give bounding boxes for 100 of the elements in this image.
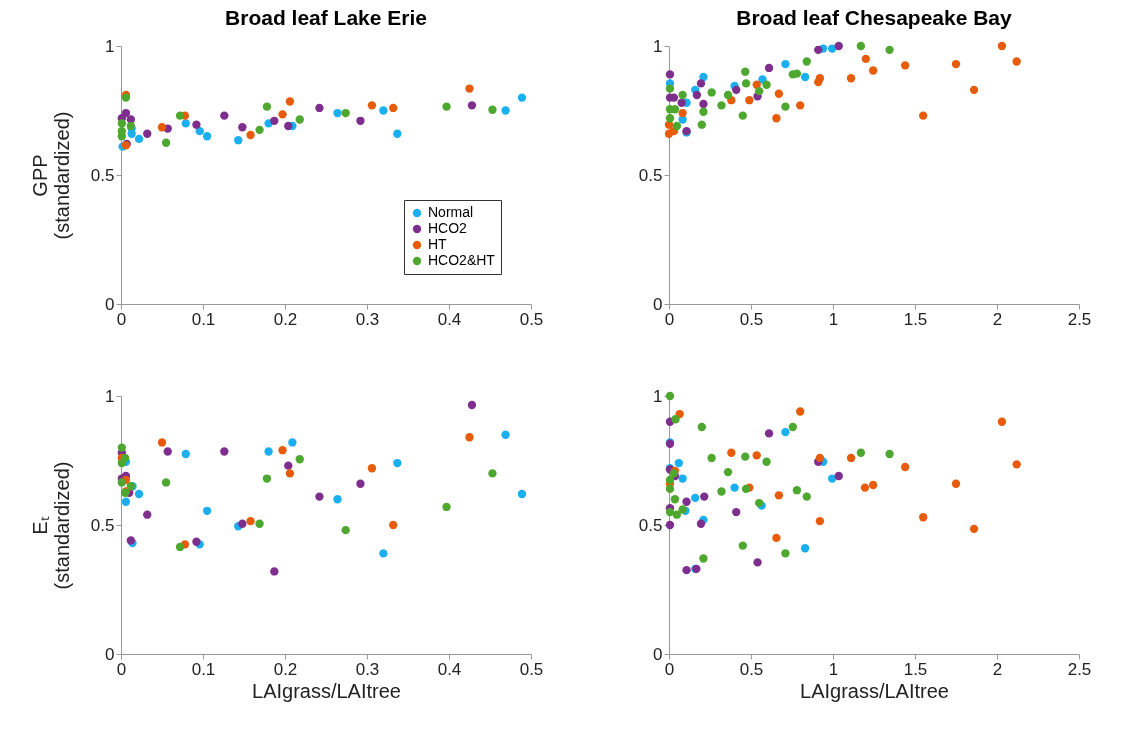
point	[278, 110, 287, 119]
point	[501, 106, 510, 115]
point	[732, 507, 741, 517]
point	[741, 452, 750, 461]
y-axis-title: GPP (standardized)	[28, 111, 73, 240]
point	[143, 510, 152, 519]
point	[367, 464, 377, 473]
y-tick-label: 0.5	[638, 165, 663, 185]
point	[442, 102, 451, 111]
point	[315, 103, 324, 113]
y-tick-label: 1	[653, 36, 663, 56]
y-tick-label: 0	[653, 644, 663, 664]
point	[284, 461, 293, 470]
point	[732, 85, 741, 95]
point	[856, 448, 866, 457]
chart-title: Broad leaf Chesapeake Bay	[736, 6, 1013, 29]
y-tick-label: 0	[105, 644, 115, 664]
point	[846, 74, 856, 83]
point	[295, 115, 304, 124]
point	[1012, 57, 1021, 66]
point	[678, 90, 687, 100]
point	[517, 489, 527, 499]
point	[121, 497, 131, 506]
point	[834, 41, 843, 51]
point	[393, 458, 402, 468]
x-tick-label: 0.4	[437, 659, 462, 679]
point	[951, 479, 961, 488]
point	[781, 102, 790, 111]
point	[288, 438, 297, 447]
point	[762, 80, 771, 89]
point	[678, 108, 687, 118]
point	[467, 400, 477, 410]
point	[220, 111, 229, 120]
point	[393, 129, 402, 138]
point	[379, 549, 388, 558]
point	[755, 86, 764, 96]
point	[723, 90, 733, 100]
point	[246, 130, 255, 140]
point	[796, 101, 805, 110]
point	[264, 447, 273, 456]
x-tick-label: 0.5	[739, 659, 764, 679]
point	[856, 41, 866, 51]
x-tick-label: 0.5	[519, 659, 544, 679]
point	[802, 57, 811, 66]
point	[672, 510, 682, 519]
point	[700, 492, 709, 501]
point	[465, 433, 474, 442]
point	[246, 516, 255, 526]
point	[238, 123, 247, 132]
x-tick-label: 1	[828, 309, 839, 329]
x-tick-label: 0.1	[191, 659, 216, 679]
y-tick-label: 0.5	[90, 515, 115, 535]
point	[175, 542, 185, 552]
point	[255, 519, 264, 528]
point	[699, 554, 708, 563]
point	[861, 54, 870, 64]
legend-label: HCO2	[428, 220, 468, 236]
point	[699, 72, 708, 82]
point	[717, 101, 726, 110]
point	[697, 120, 706, 129]
point	[270, 567, 279, 576]
y-tick-label: 0	[653, 294, 663, 314]
chart-title: Broad leaf Lake Erie	[225, 6, 427, 29]
point	[774, 491, 784, 500]
point	[781, 427, 790, 437]
point	[707, 453, 716, 463]
point	[745, 96, 754, 105]
point	[997, 417, 1007, 426]
point	[672, 121, 682, 131]
point	[699, 99, 708, 109]
x-tick-label: 2	[992, 309, 1003, 329]
point	[828, 44, 837, 53]
x-tick-label: 2	[992, 659, 1003, 679]
point	[157, 123, 167, 132]
point	[792, 486, 802, 495]
point	[134, 489, 144, 499]
point	[665, 475, 675, 485]
y-tick-label: 1	[105, 36, 115, 56]
x-tick-label: 2.5	[1067, 309, 1092, 329]
point	[678, 474, 687, 483]
point	[356, 479, 365, 488]
x-tick-label: 0.3	[355, 309, 380, 329]
point	[192, 120, 201, 129]
point	[774, 89, 784, 98]
point	[238, 519, 247, 528]
point	[834, 471, 843, 481]
x-tick-label: 0.2	[273, 309, 298, 329]
y-axis-title: Eₜ (standardized)	[28, 461, 73, 590]
point	[161, 478, 171, 487]
x-tick-label: 0.4	[437, 309, 462, 329]
point	[117, 119, 126, 128]
point	[699, 107, 708, 116]
point	[341, 108, 350, 118]
point	[488, 469, 497, 478]
point	[665, 507, 675, 517]
point	[674, 458, 684, 468]
y-tick-label: 1	[105, 386, 115, 406]
y-tick-label: 0	[105, 294, 115, 314]
point	[175, 111, 185, 120]
point	[117, 443, 126, 452]
